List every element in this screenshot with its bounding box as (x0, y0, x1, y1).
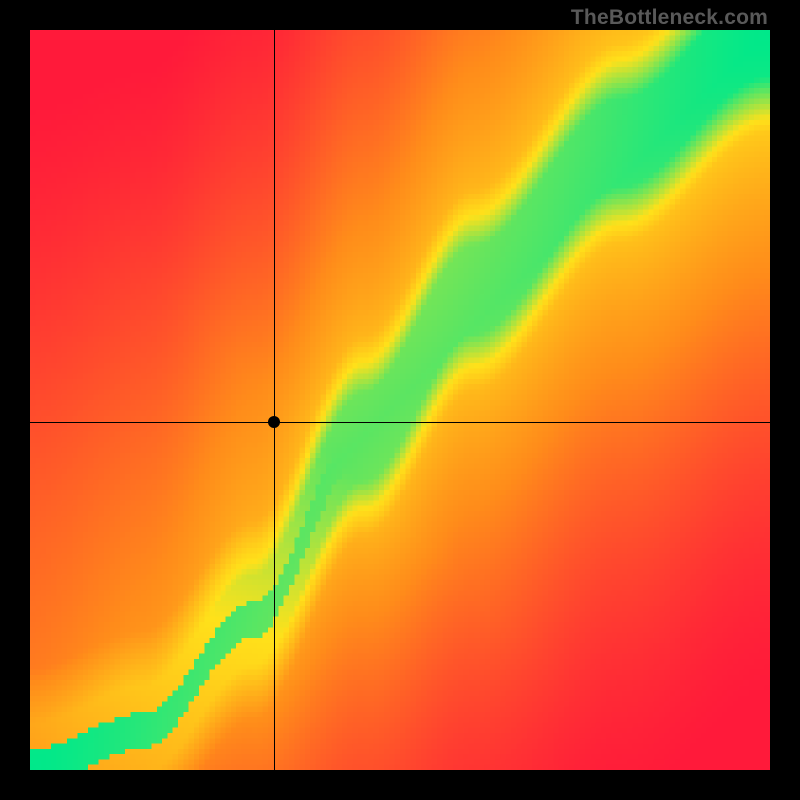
crosshair-horizontal (30, 422, 770, 423)
chart-container: { "watermark": { "text": "TheBottleneck.… (0, 0, 800, 800)
plot-area (30, 30, 770, 770)
watermark-text: TheBottleneck.com (571, 6, 768, 30)
marker-point (268, 416, 280, 428)
crosshair-vertical (274, 30, 275, 770)
heatmap-canvas (30, 30, 770, 770)
